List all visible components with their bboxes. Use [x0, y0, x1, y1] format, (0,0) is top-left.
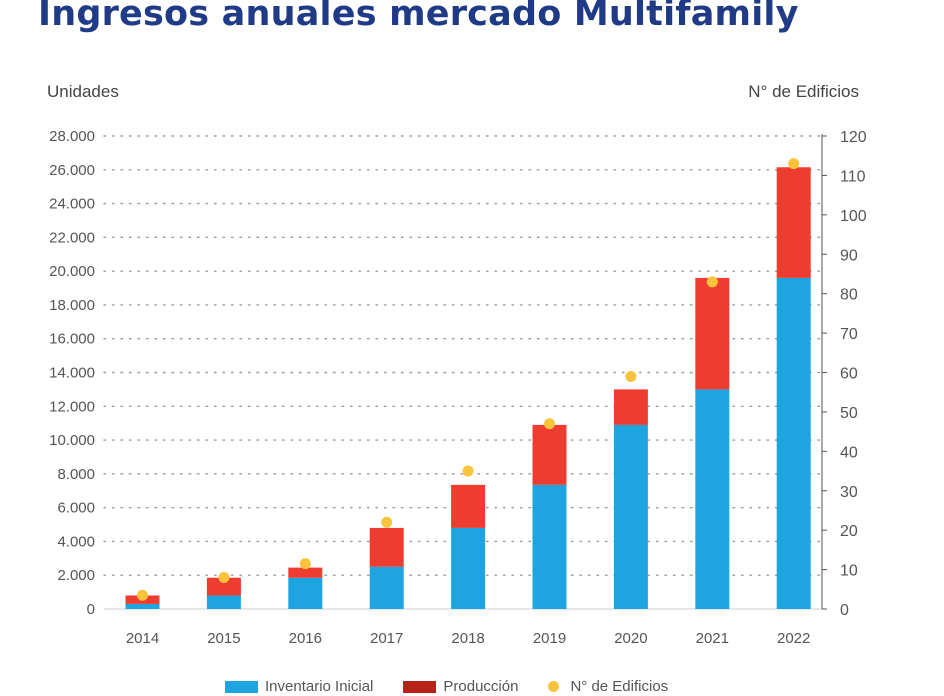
point-edificios-2021: [706, 276, 718, 288]
y-tick-label: 16.000: [49, 331, 95, 348]
point-edificios-2019: [544, 418, 555, 430]
bar-produccion-2019: [532, 424, 567, 485]
bar-inventario-2014: [125, 603, 160, 609]
legend-label-inventario: Inventario Inicial: [265, 678, 374, 695]
bar-inventario-2018: [451, 527, 486, 609]
point-edificios-2016: [299, 558, 311, 570]
y-tick-label: 4.000: [57, 533, 95, 550]
y2-tick-label: 60: [840, 366, 858, 383]
bar-produccion-2021: [695, 277, 730, 390]
y-tick-label: 2.000: [57, 567, 95, 584]
left-axis-label: Unidades: [47, 82, 119, 101]
bar-inventario-2015: [206, 595, 241, 609]
bar-produccion-2020: [613, 389, 648, 425]
y-tick-label: 18.000: [49, 297, 95, 314]
bar-produccion-2015: [206, 577, 241, 596]
bar-inventario-2017: [369, 566, 404, 609]
y-tick-label: 26.000: [49, 162, 95, 179]
legend-label-produccion: Producción: [443, 678, 519, 695]
y2-tick-label: 120: [840, 129, 867, 146]
chart-title: Ingresos anuales mercado Multifamily: [38, 0, 799, 34]
x-tick-label: 2022: [777, 630, 810, 647]
y-tick-label: 28.000: [49, 128, 95, 145]
y-tick-label: 20.000: [49, 263, 95, 280]
point-edificios-2022: [788, 158, 800, 170]
y2-tick-label: 100: [840, 208, 867, 225]
legend-swatch-inventario: [225, 680, 258, 693]
legend: Inventario Inicial Producción N° de Edif…: [225, 678, 668, 695]
legend-swatch-edificios: [548, 681, 560, 692]
y2-tick-label: 110: [840, 168, 866, 185]
point-edificios-2018: [462, 465, 474, 477]
y2-tick-label: 70: [840, 326, 858, 343]
bar-inventario-2021: [695, 389, 730, 609]
y2-tick-label: 10: [840, 563, 858, 580]
y-tick-label: 10.000: [49, 432, 95, 449]
bar-produccion-2022: [776, 167, 811, 278]
x-tick-label: 2019: [533, 630, 566, 647]
x-tick-label: 2017: [370, 630, 403, 647]
y-tick-label: 24.000: [49, 196, 95, 213]
legend-label-edificios: N° de Edificios: [570, 678, 669, 695]
x-tick-label: 2018: [451, 630, 484, 647]
bar-inventario-2020: [613, 424, 648, 609]
point-edificios-2020: [625, 370, 637, 382]
y-tick-label: 14.000: [49, 365, 95, 382]
y2-tick-label: 20: [840, 523, 858, 540]
legend-item-edificios: N° de Edificios: [548, 678, 668, 695]
x-tick-label: 2016: [289, 630, 322, 647]
y-tick-label: 8.000: [57, 466, 95, 483]
bar-produccion-2016: [288, 567, 323, 578]
y2-tick-label: 50: [840, 405, 858, 422]
x-tick-label: 2020: [614, 630, 647, 647]
point-edificios-2017: [381, 516, 393, 528]
legend-item-inventario: Inventario Inicial: [225, 678, 373, 695]
x-tick-label: 2014: [126, 630, 159, 647]
legend-swatch-produccion: [403, 680, 437, 693]
legend-item-produccion: Producción: [403, 678, 518, 695]
bar-inventario-2019: [532, 484, 567, 609]
y2-tick-label: 90: [840, 247, 858, 264]
y-tick-label: 12.000: [49, 398, 95, 415]
x-tick-label: 2021: [696, 630, 729, 647]
x-tick-label: 2015: [207, 630, 240, 647]
y-tick-label: 0: [87, 601, 95, 618]
y2-tick-label: 40: [840, 444, 858, 461]
bar-produccion-2017: [369, 527, 404, 567]
y2-tick-label: 0: [840, 602, 849, 619]
point-edificios-2015: [218, 571, 230, 583]
right-axis-label: N° de Edificios: [748, 82, 859, 101]
y-tick-label: 6.000: [57, 500, 95, 517]
bar-inventario-2016: [288, 577, 323, 609]
y2-tick-label: 30: [840, 484, 858, 501]
bar-inventario-2022: [776, 277, 811, 609]
point-edificios-2014: [137, 589, 148, 601]
y2-tick-label: 80: [840, 287, 858, 304]
bar-produccion-2018: [451, 484, 486, 528]
y-tick-label: 22.000: [49, 229, 95, 246]
